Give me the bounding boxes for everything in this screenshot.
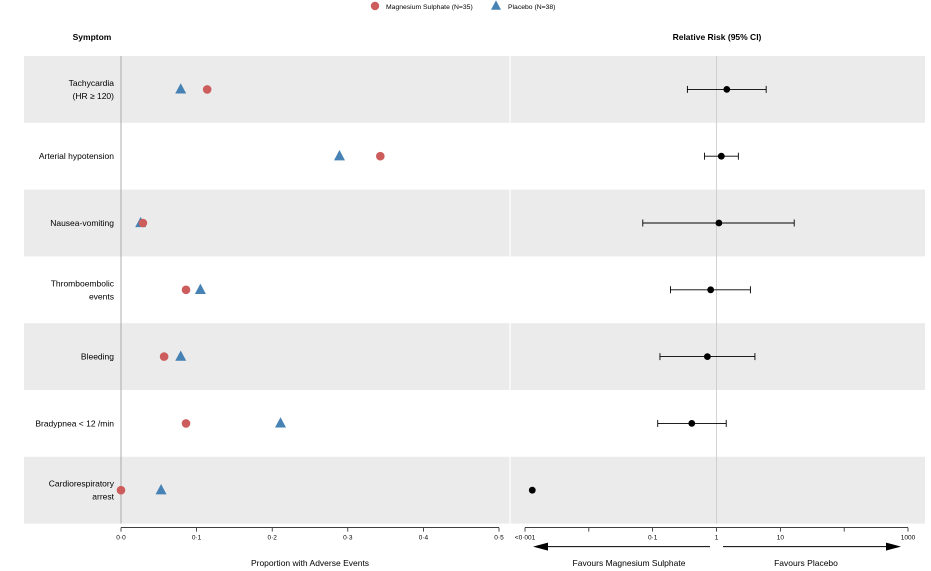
placebo-triangle <box>175 350 187 361</box>
symptom-label: Bradypnea < 12 /min <box>35 418 114 428</box>
symptom-label: Nausea-vomiting <box>50 218 114 228</box>
favours-magnesium-label: Favours Magnesium Sulphate <box>573 558 686 568</box>
rr-tick-label: 1 <box>715 535 719 542</box>
magnesium-circle <box>138 218 148 228</box>
magnesium-circle <box>202 85 212 94</box>
rr-point <box>688 420 696 427</box>
magnesium-circle <box>116 485 126 495</box>
magnesium-circle <box>181 285 191 295</box>
row-stripe <box>24 323 925 390</box>
rr-point <box>707 286 715 294</box>
row-stripes <box>24 56 925 524</box>
legend-triangle-marker <box>491 0 501 10</box>
rr-point <box>703 353 711 360</box>
rr-point <box>528 486 536 494</box>
favours-arrows <box>533 542 901 551</box>
rr-point <box>715 219 723 227</box>
rr-tick-label: 0·1 <box>648 535 658 542</box>
proportion-tick-label: 0·5 <box>494 535 504 542</box>
symptom-label: events <box>89 291 114 301</box>
rr-tick-label: 1000 <box>901 535 916 542</box>
rr-tick-label: <0·001 <box>515 535 536 542</box>
favours-magnesium-arrowhead <box>533 542 548 551</box>
legend-label-placebo: Placebo (N=38) <box>508 4 555 11</box>
placebo-triangle <box>333 150 345 161</box>
row-stripe <box>24 456 925 524</box>
relative-risk-axis: <0·001 0·1 1 10 1000 <box>515 527 916 542</box>
rr-point <box>717 152 725 160</box>
proportion-tick-label: 0·4 <box>419 535 429 542</box>
proportion-axis: 0·0 0·1 0·2 0·3 0·4 0·5 <box>116 527 504 542</box>
rr-tick-label: 10 <box>777 535 785 542</box>
relative-risk-markers <box>528 85 795 494</box>
proportion-tick-label: 0·3 <box>343 535 353 542</box>
placebo-triangle <box>175 83 187 94</box>
favours-placebo-arrowhead <box>886 542 901 551</box>
symptom-label: Arterial hypotension <box>39 151 114 161</box>
rr-point <box>723 86 731 93</box>
symptom-label: Bleeding <box>81 352 114 362</box>
symptom-label: Thromboembolic <box>51 278 115 288</box>
favours-placebo-label: Favours Placebo <box>774 558 838 568</box>
placebo-triangle <box>275 417 287 428</box>
row-stripe <box>24 56 925 123</box>
placebo-triangle <box>155 484 167 495</box>
symptom-label: (HR ≥ 120) <box>72 91 114 101</box>
symptom-labels: Tachycardia (HR ≥ 120) Arterial hypotensio… <box>35 78 114 502</box>
symptom-label: Cardiorespiratory <box>49 479 115 489</box>
symptom-header: Symptom <box>73 32 112 42</box>
proportion-axis-title: Proportion with Adverse Events <box>251 558 369 568</box>
magnesium-circle <box>376 151 385 161</box>
proportion-tick-label: 0·2 <box>267 535 277 542</box>
legend-circle-marker <box>370 1 380 11</box>
symptom-label: arrest <box>92 492 114 502</box>
magnesium-circle <box>159 352 169 361</box>
proportion-tick-label: 0·1 <box>192 535 202 542</box>
legend: Magnesium Sulphate (N=35) Placebo (N=38) <box>370 0 555 11</box>
proportion-markers <box>116 83 385 495</box>
proportion-tick-label: 0·0 <box>116 535 126 542</box>
symptom-label: Tachycardia <box>69 78 115 88</box>
legend-label-magnesium: Magnesium Sulphate (N=35) <box>386 4 473 11</box>
magnesium-circle <box>181 419 191 428</box>
placebo-triangle <box>194 283 206 294</box>
rr-header: Relative Risk (95% CI) <box>673 32 762 42</box>
